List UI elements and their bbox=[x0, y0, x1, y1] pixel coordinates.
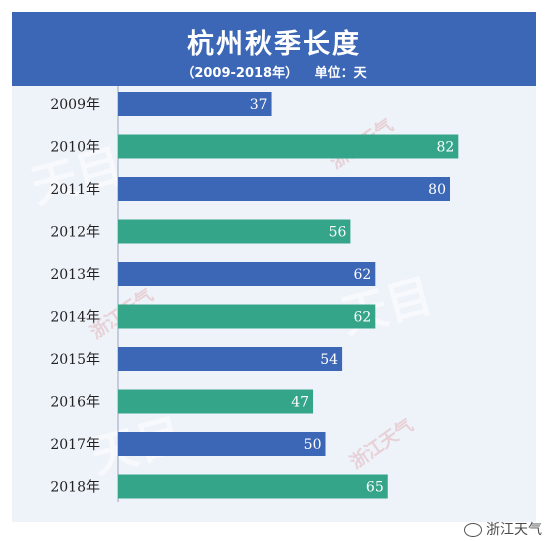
bar bbox=[118, 304, 376, 329]
category-tick-label: 2014年 bbox=[50, 310, 100, 326]
bar bbox=[118, 134, 459, 159]
bar-value-label: 56 bbox=[329, 225, 347, 241]
chart-unit: 单位：天 bbox=[314, 66, 367, 81]
bar-value-label: 47 bbox=[291, 395, 309, 411]
chart-period: （2009-2018年） bbox=[181, 66, 299, 81]
bar-value-label: 62 bbox=[353, 310, 371, 326]
bar bbox=[118, 262, 376, 286]
category-tick-label: 2013年 bbox=[50, 267, 100, 283]
category-tick-label: 2018年 bbox=[50, 480, 100, 496]
bar bbox=[118, 177, 450, 201]
category-tick-label: 2017年 bbox=[50, 437, 100, 453]
chart-header: 杭州秋季长度 （2009-2018年） 单位：天 bbox=[12, 12, 536, 86]
footer-brand: 浙江天气 bbox=[486, 522, 542, 538]
category-tick-label: 2016年 bbox=[50, 395, 100, 411]
wechat-icon bbox=[464, 523, 482, 537]
chart-title: 杭州秋季长度 bbox=[187, 29, 361, 60]
category-tick-label: 2011年 bbox=[50, 182, 100, 198]
bar-value-label: 50 bbox=[304, 437, 322, 453]
bar-value-label: 54 bbox=[320, 352, 338, 368]
category-tick-label: 2009年 bbox=[50, 97, 100, 113]
bar bbox=[118, 347, 343, 371]
footer-logo: 浙江天气 bbox=[464, 519, 542, 539]
category-tick-label: 2012年 bbox=[50, 225, 100, 241]
bar bbox=[118, 389, 314, 414]
bar-value-label: 62 bbox=[353, 267, 371, 283]
bar bbox=[118, 432, 326, 456]
bar-value-label: 65 bbox=[366, 480, 384, 496]
chart-subtitle: （2009-2018年） 单位：天 bbox=[12, 62, 536, 81]
bar bbox=[118, 92, 272, 116]
bar-value-label: 82 bbox=[436, 140, 454, 156]
bar-value-label: 37 bbox=[250, 97, 268, 113]
category-tick-label: 2015年 bbox=[50, 352, 100, 368]
category-tick-label: 2010年 bbox=[50, 140, 100, 156]
bar-value-label: 80 bbox=[428, 182, 446, 198]
bar bbox=[118, 474, 388, 499]
bar bbox=[118, 219, 351, 244]
